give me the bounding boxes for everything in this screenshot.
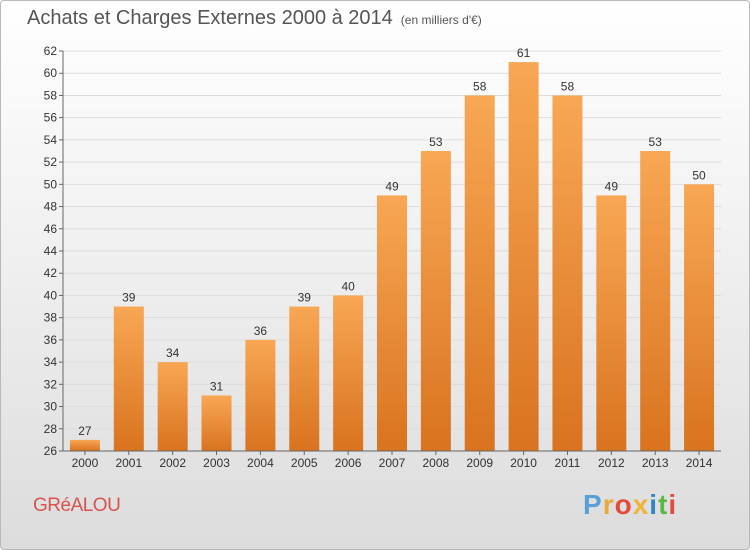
logo-letter: r: [602, 489, 615, 520]
logo-letter: i: [649, 489, 659, 520]
data-label: 39: [122, 291, 136, 305]
bar-2005: [289, 306, 320, 451]
data-label: 36: [254, 324, 268, 338]
data-label: 49: [605, 179, 619, 193]
logo-letter: o: [614, 489, 633, 520]
y-tick-label: 38: [44, 311, 58, 325]
bar-2010: [508, 62, 539, 451]
bar-2002: [157, 362, 188, 451]
data-label: 49: [385, 179, 399, 193]
y-tick-label: 26: [44, 444, 58, 458]
y-tick-label: 58: [44, 88, 58, 102]
data-label: 40: [341, 279, 355, 293]
data-label: 53: [429, 135, 443, 149]
data-label: 39: [298, 291, 312, 305]
bar-2013: [640, 151, 671, 451]
bar-2006: [333, 295, 364, 451]
x-tick-label: 2012: [598, 456, 625, 470]
bar-2007: [377, 195, 407, 451]
data-label: 50: [692, 168, 706, 182]
data-label: 58: [473, 79, 487, 93]
y-tick-label: 44: [44, 244, 58, 258]
y-tick-label: 60: [44, 66, 58, 80]
data-label: 61: [517, 46, 531, 60]
y-tick-label: 30: [44, 400, 58, 414]
y-tick-label: 32: [44, 377, 58, 391]
bar-2000: [69, 439, 100, 451]
bar-2008: [420, 151, 451, 451]
data-label: 58: [561, 79, 575, 93]
y-tick-label: 48: [44, 200, 58, 214]
logo-letter: P: [583, 489, 603, 520]
chart-subtitle: (en milliers d'€): [400, 13, 482, 27]
y-axis: 26 28 30 32 34 36 38 40 42 44 46 48 50 52 54 56 58 60 62: [44, 44, 64, 458]
x-tick-label: 2014: [686, 456, 713, 470]
y-tick-label: 40: [44, 288, 58, 302]
data-label: 34: [166, 346, 180, 360]
logo-letter: t: [658, 489, 669, 520]
logo-letter: x: [632, 489, 650, 520]
y-tick-label: 34: [44, 355, 58, 369]
x-tick-label: 2013: [642, 456, 669, 470]
y-tick-label: 46: [44, 222, 58, 236]
x-tick-label: 2002: [159, 456, 186, 470]
data-label: 53: [649, 135, 663, 149]
x-tick-label: 2009: [466, 456, 493, 470]
x-tick-label: 2007: [379, 456, 406, 470]
bar-2011: [552, 95, 583, 451]
bar-2009: [464, 95, 495, 451]
bar-2003: [201, 395, 232, 451]
logo-letter: i: [668, 489, 678, 520]
y-tick-label: 62: [44, 44, 58, 58]
x-tick-label: 2001: [115, 456, 142, 470]
x-tick-label: 2010: [510, 456, 537, 470]
y-tick-label: 50: [44, 177, 58, 191]
x-axis: 2000 2001 2002 2003 2004 2005 2006 2007 2008 2009…: [63, 450, 721, 470]
bar-2001: [113, 306, 144, 451]
bar-2012: [596, 195, 627, 451]
x-tick-label: 2006: [335, 456, 362, 470]
y-tick-label: 52: [44, 155, 58, 169]
y-tick-label: 54: [44, 133, 58, 147]
chart-title-text: Achats et Charges Externes 2000 à 2014: [27, 7, 393, 29]
x-tick-label: 2000: [72, 456, 99, 470]
y-tick-label: 56: [44, 111, 58, 125]
x-tick-label: 2004: [247, 456, 274, 470]
x-tick-label: 2005: [291, 456, 318, 470]
bars: 27 39 34 31 36 39 40 49 53 58 61 58 49 53 50: [69, 46, 715, 452]
y-tick-label: 28: [44, 422, 58, 436]
x-tick-label: 2003: [203, 456, 230, 470]
commune-name: GRéALOU: [33, 495, 121, 516]
data-label: 27: [78, 424, 92, 438]
proxiti-logo[interactable]: Proxiti: [583, 489, 677, 521]
chart-title: Achats et Charges Externes 2000 à 2014 (e…: [27, 7, 482, 30]
bar-2004: [245, 339, 276, 451]
data-label: 31: [210, 379, 224, 393]
bar-2014: [684, 184, 715, 452]
x-tick-label: 2008: [423, 456, 450, 470]
y-tick-label: 36: [44, 333, 58, 347]
y-tick-label: 42: [44, 266, 58, 280]
x-tick-label: 2011: [555, 456, 581, 470]
